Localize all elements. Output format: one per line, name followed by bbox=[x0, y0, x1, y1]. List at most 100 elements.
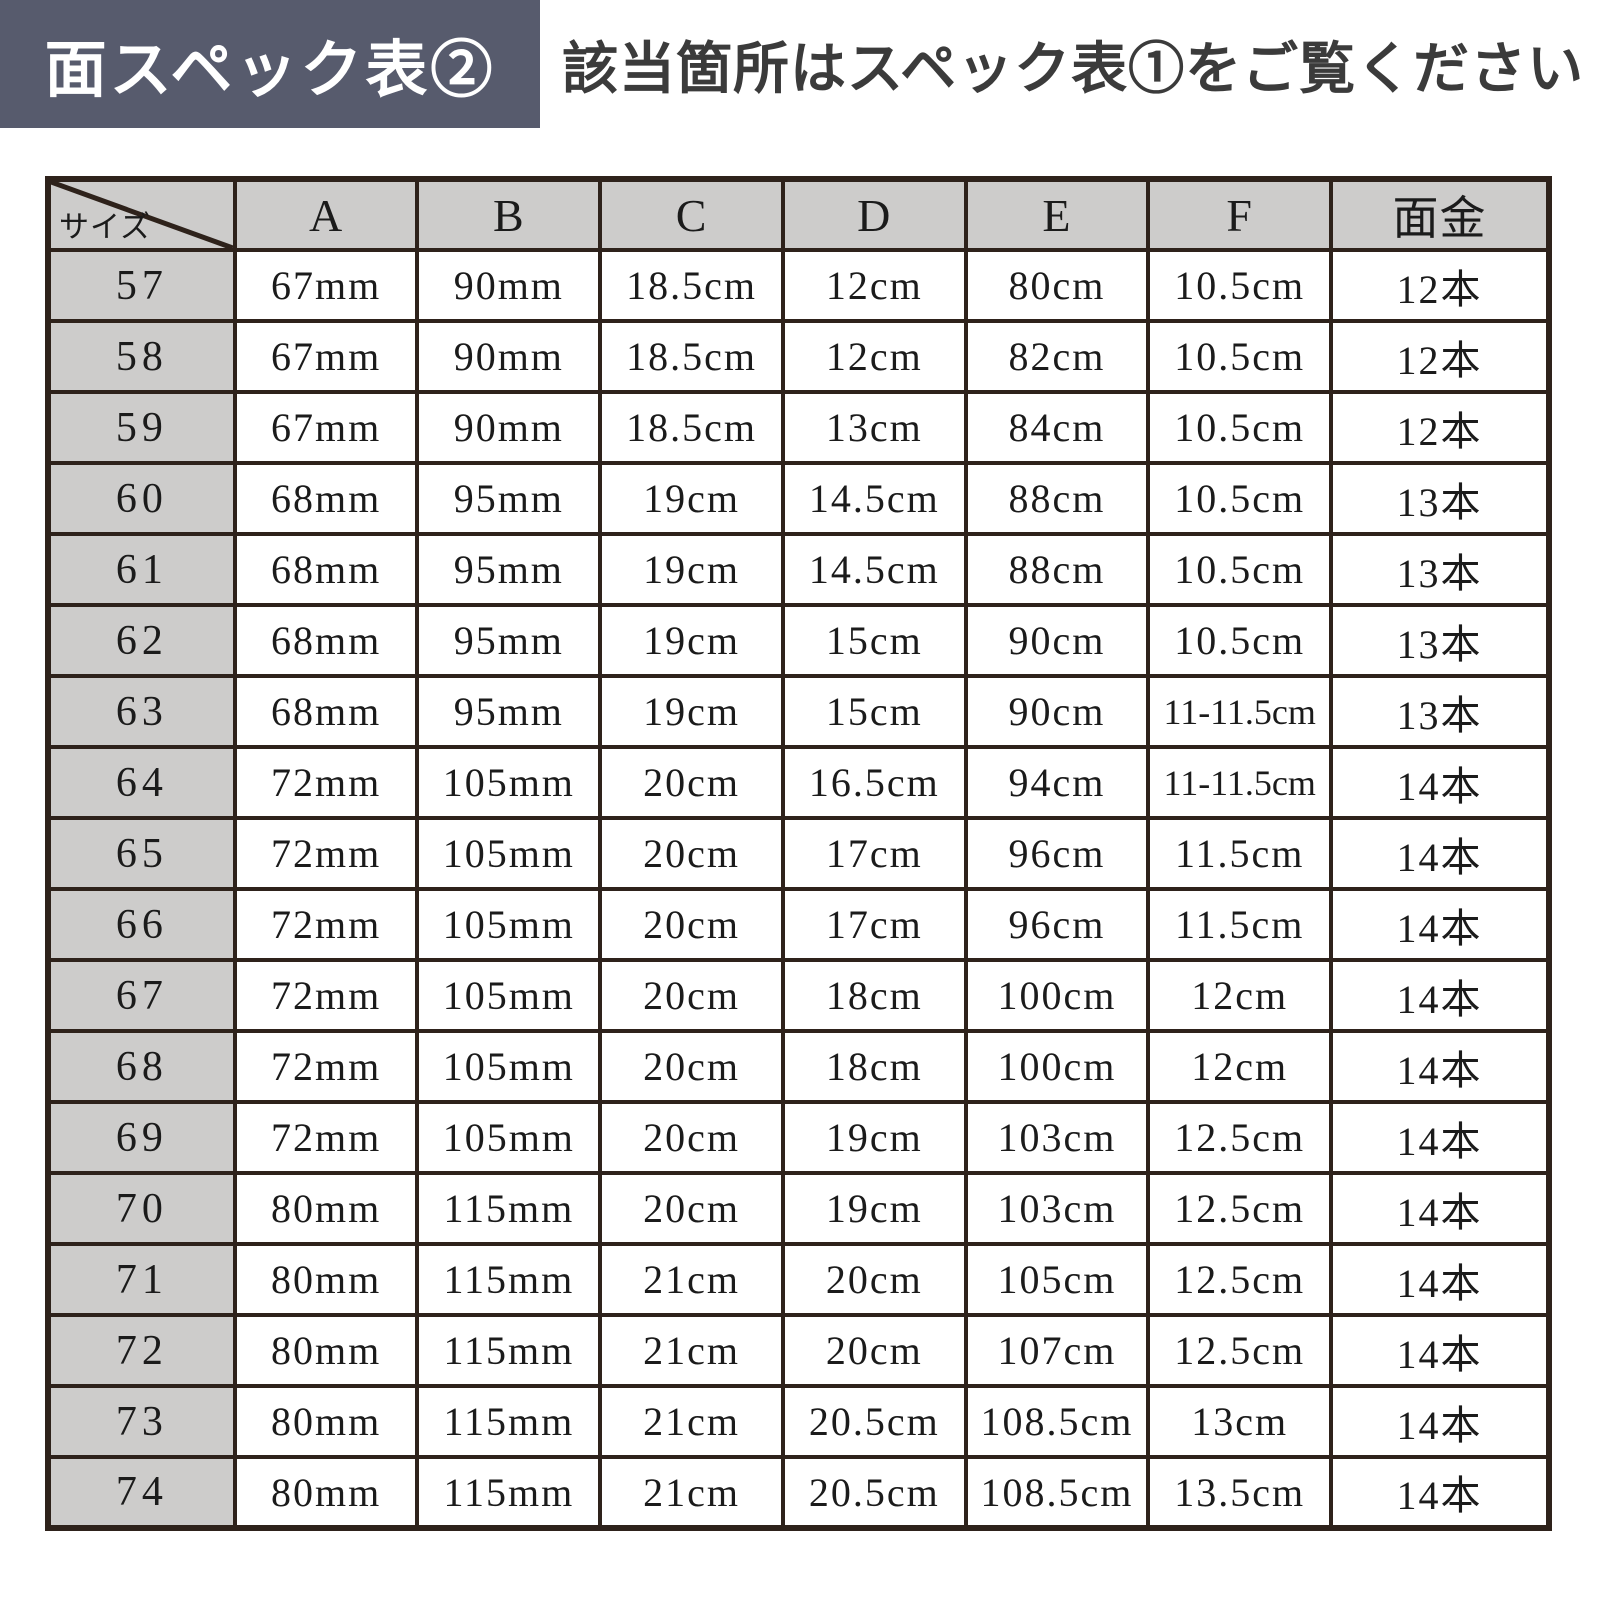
table-row: 72 80mm 115mm 21cm 20cm 107cm 12.5cm 14本 bbox=[46, 1313, 1551, 1388]
data-cell: 14本 bbox=[1329, 1029, 1551, 1104]
data-cell: 17cm bbox=[780, 887, 968, 962]
data-cell: 21cm bbox=[598, 1455, 785, 1530]
column-header: C bbox=[598, 177, 785, 252]
data-cell: 20cm bbox=[780, 1313, 968, 1388]
data-cell: 107cm bbox=[963, 1313, 1151, 1388]
data-cell: 14本 bbox=[1329, 1455, 1551, 1530]
spec-table: サイズ A B C D E F 面金 57 67mm 90mm 18.5cm 12cm 80cm 10.… bbox=[45, 176, 1552, 1531]
data-cell: 88cm bbox=[963, 461, 1151, 536]
data-cell: 95mm bbox=[415, 461, 603, 536]
data-cell: 14本 bbox=[1329, 887, 1551, 962]
data-cell: 10.5cm bbox=[1146, 532, 1334, 607]
data-cell: 68mm bbox=[232, 674, 420, 749]
data-cell: 21cm bbox=[598, 1384, 785, 1459]
size-cell: 57 bbox=[46, 248, 237, 323]
data-cell: 18cm bbox=[780, 958, 968, 1033]
data-cell: 10.5cm bbox=[1146, 603, 1334, 678]
data-cell: 115mm bbox=[415, 1455, 603, 1530]
data-cell: 72mm bbox=[232, 1029, 420, 1104]
data-cell: 14.5cm bbox=[780, 532, 968, 607]
data-cell: 13.5cm bbox=[1146, 1455, 1334, 1530]
data-cell: 18cm bbox=[780, 1029, 968, 1104]
data-cell: 12本 bbox=[1329, 390, 1551, 465]
data-cell: 14.5cm bbox=[780, 461, 968, 536]
data-cell: 20.5cm bbox=[780, 1384, 968, 1459]
data-cell: 72mm bbox=[232, 887, 420, 962]
data-cell: 13cm bbox=[1146, 1384, 1334, 1459]
data-cell: 12.5cm bbox=[1146, 1100, 1334, 1175]
data-cell: 67mm bbox=[232, 248, 420, 323]
page-title: 面スペック表② bbox=[44, 37, 496, 105]
size-cell: 74 bbox=[46, 1455, 237, 1530]
data-cell: 72mm bbox=[232, 745, 420, 820]
size-cell: 68 bbox=[46, 1029, 237, 1104]
data-cell: 90mm bbox=[415, 248, 603, 323]
data-cell: 67mm bbox=[232, 390, 420, 465]
data-cell: 105mm bbox=[415, 745, 603, 820]
data-cell: 90cm bbox=[963, 674, 1151, 749]
size-cell: 69 bbox=[46, 1100, 237, 1175]
size-cell: 71 bbox=[46, 1242, 237, 1317]
page-subtitle: 該当箇所はスペック表①をご覧ください bbox=[562, 38, 1585, 101]
data-cell: 80mm bbox=[232, 1171, 420, 1246]
table-row: 64 72mm 105mm 20cm 16.5cm 94cm 11-11.5cm 14本 bbox=[46, 745, 1551, 820]
data-cell: 20cm bbox=[598, 1100, 785, 1175]
data-cell: 72mm bbox=[232, 816, 420, 891]
data-cell: 12cm bbox=[1146, 958, 1334, 1033]
table-row: 67 72mm 105mm 20cm 18cm 100cm 12cm 14本 bbox=[46, 958, 1551, 1033]
data-cell: 103cm bbox=[963, 1100, 1151, 1175]
data-cell: 17cm bbox=[780, 816, 968, 891]
data-cell: 80mm bbox=[232, 1384, 420, 1459]
data-cell: 84cm bbox=[963, 390, 1151, 465]
table-row: 62 68mm 95mm 19cm 15cm 90cm 10.5cm 13本 bbox=[46, 603, 1551, 678]
table-row: 60 68mm 95mm 19cm 14.5cm 88cm 10.5cm 13本 bbox=[46, 461, 1551, 536]
data-cell: 80mm bbox=[232, 1455, 420, 1530]
data-cell: 19cm bbox=[780, 1171, 968, 1246]
table-row: 59 67mm 90mm 18.5cm 13cm 84cm 10.5cm 12本 bbox=[46, 390, 1551, 465]
data-cell: 105mm bbox=[415, 816, 603, 891]
data-cell: 105mm bbox=[415, 887, 603, 962]
data-cell: 72mm bbox=[232, 1100, 420, 1175]
data-cell: 96cm bbox=[963, 816, 1151, 891]
data-cell: 12本 bbox=[1329, 319, 1551, 394]
data-cell: 95mm bbox=[415, 532, 603, 607]
data-cell: 21cm bbox=[598, 1242, 785, 1317]
data-cell: 14本 bbox=[1329, 1242, 1551, 1317]
data-cell: 19cm bbox=[598, 603, 785, 678]
table-row: 66 72mm 105mm 20cm 17cm 96cm 11.5cm 14本 bbox=[46, 887, 1551, 962]
table-row: 73 80mm 115mm 21cm 20.5cm 108.5cm 13cm 14本 bbox=[46, 1384, 1551, 1459]
table-row: 57 67mm 90mm 18.5cm 12cm 80cm 10.5cm 12本 bbox=[46, 248, 1551, 323]
data-cell: 21cm bbox=[598, 1313, 785, 1388]
data-cell: 10.5cm bbox=[1146, 319, 1334, 394]
data-cell: 100cm bbox=[963, 1029, 1151, 1104]
size-cell: 67 bbox=[46, 958, 237, 1033]
data-cell: 19cm bbox=[598, 461, 785, 536]
size-cell: 61 bbox=[46, 532, 237, 607]
data-cell: 96cm bbox=[963, 887, 1151, 962]
data-cell: 100cm bbox=[963, 958, 1151, 1033]
page-title-box: 面スペック表② bbox=[0, 0, 540, 128]
spec-table-wrap: サイズ A B C D E F 面金 57 67mm 90mm 18.5cm 12cm 80cm 10.… bbox=[45, 176, 1552, 1531]
data-cell: 11-11.5cm bbox=[1146, 674, 1334, 749]
size-cell: 62 bbox=[46, 603, 237, 678]
data-cell: 105mm bbox=[415, 958, 603, 1033]
data-cell: 105cm bbox=[963, 1242, 1151, 1317]
data-cell: 14本 bbox=[1329, 1384, 1551, 1459]
data-cell: 20cm bbox=[598, 887, 785, 962]
data-cell: 115mm bbox=[415, 1384, 603, 1459]
data-cell: 12本 bbox=[1329, 248, 1551, 323]
data-cell: 68mm bbox=[232, 603, 420, 678]
data-cell: 13本 bbox=[1329, 461, 1551, 536]
data-cell: 20.5cm bbox=[780, 1455, 968, 1530]
data-cell: 12cm bbox=[780, 248, 968, 323]
data-cell: 95mm bbox=[415, 674, 603, 749]
diagonal-line bbox=[51, 182, 233, 248]
column-header: F bbox=[1146, 177, 1334, 252]
data-cell: 14本 bbox=[1329, 1313, 1551, 1388]
size-cell: 59 bbox=[46, 390, 237, 465]
data-cell: 12.5cm bbox=[1146, 1313, 1334, 1388]
data-cell: 20cm bbox=[598, 745, 785, 820]
data-cell: 10.5cm bbox=[1146, 461, 1334, 536]
data-cell: 20cm bbox=[598, 958, 785, 1033]
data-cell: 105mm bbox=[415, 1100, 603, 1175]
